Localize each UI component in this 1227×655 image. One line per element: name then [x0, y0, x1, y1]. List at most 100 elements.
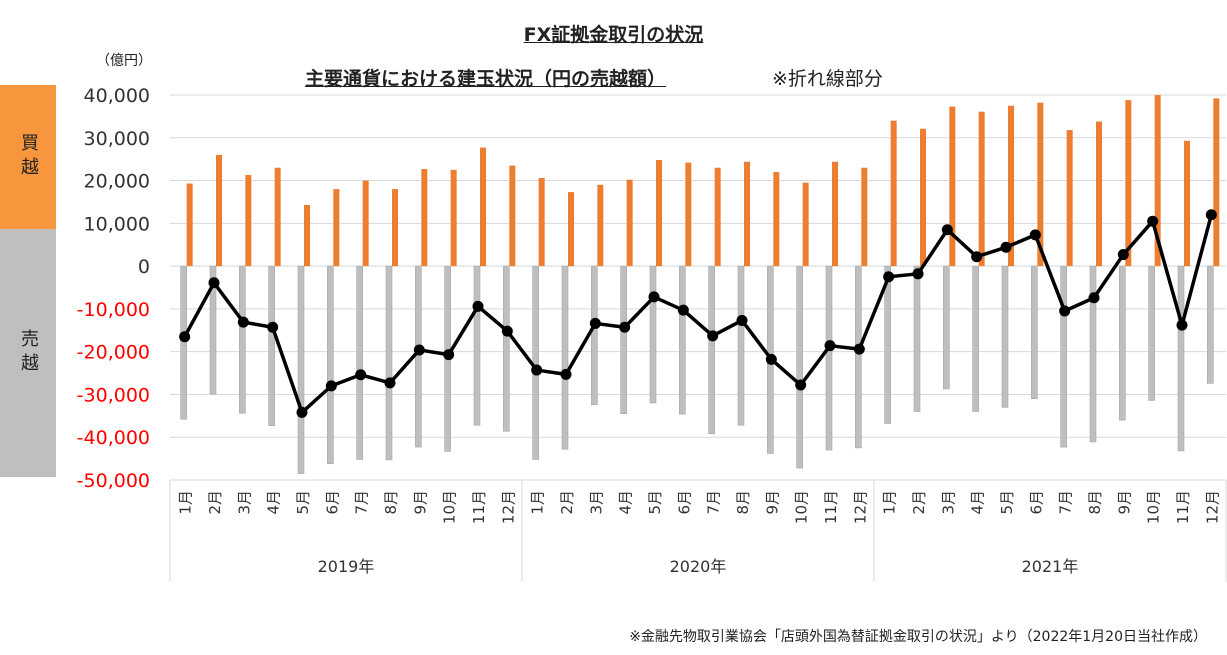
- source-note: ※金融先物取引業協会「店頭外国為替証拠金取引の状況」より（2022年1月20日当…: [629, 629, 1207, 645]
- year-label: 2019年: [318, 557, 375, 576]
- yen-net-short-point: [1000, 241, 1012, 253]
- x-tick-label: 1月: [177, 490, 195, 515]
- x-tick-label: 2月: [910, 490, 928, 515]
- yen-net-short-point: [1088, 292, 1100, 304]
- buy-bar: [568, 192, 574, 267]
- yen-net-short-point: [853, 343, 865, 355]
- year-label: 2020年: [670, 557, 727, 576]
- buy-bar: [480, 147, 486, 267]
- x-tick-label: 6月: [1027, 490, 1045, 515]
- sell-bar: [796, 265, 803, 469]
- buy-bar: [450, 169, 457, 267]
- buy-bar: [597, 184, 604, 267]
- buy-bar: [685, 162, 692, 267]
- sell-bar: [620, 265, 627, 414]
- y-tick-label: -30,000: [77, 384, 150, 406]
- sell-bar: [855, 265, 862, 449]
- yen-net-short-point: [179, 331, 191, 343]
- x-tick-label: 5月: [998, 490, 1016, 515]
- yen-net-short-point: [560, 368, 572, 380]
- sell-bar: [1031, 265, 1038, 400]
- buy-bar: [333, 189, 340, 267]
- x-tick-label: 12月: [1203, 490, 1221, 524]
- yen-net-short-point: [912, 268, 924, 280]
- sell-bar: [532, 265, 539, 460]
- buy-bar: [538, 177, 545, 267]
- sell-bar: [649, 265, 657, 404]
- sell-bar: [503, 265, 510, 432]
- yen-net-short-point: [443, 349, 455, 361]
- buy-bar: [656, 160, 662, 267]
- sell-bar: [1001, 265, 1009, 408]
- buy-bar: [1213, 98, 1220, 267]
- buy-bar: [1008, 105, 1014, 267]
- sell-bar: [356, 265, 363, 460]
- x-tick-label: 11月: [1174, 490, 1192, 524]
- x-tick-label: 11月: [822, 490, 840, 524]
- sell-side-label: 売越: [18, 329, 39, 377]
- chart-title-text: FX証拠金取引の状況: [523, 24, 704, 46]
- buy-bar: [392, 189, 398, 267]
- buy-bar: [362, 180, 369, 267]
- x-tick-label: 8月: [1086, 490, 1104, 515]
- buy-bar: [216, 154, 222, 267]
- sell-bar: [561, 265, 569, 450]
- yen-net-short-point: [619, 321, 631, 333]
- sell-bar: [415, 265, 422, 448]
- x-tick-label: 1月: [529, 490, 547, 515]
- buy-bar: [274, 167, 281, 267]
- yen-net-short-point: [472, 300, 484, 312]
- yen-net-short-point: [501, 325, 513, 337]
- sell-bar: [708, 265, 715, 435]
- sell-bar: [1148, 265, 1155, 401]
- yen-net-short-point: [589, 317, 601, 329]
- x-tick-label: 3月: [587, 490, 605, 515]
- buy-bar: [861, 167, 868, 267]
- sell-bar: [297, 265, 305, 474]
- x-tick-label: 2月: [206, 490, 224, 515]
- buy-bar: [1154, 95, 1161, 267]
- x-tick-label: 4月: [265, 490, 283, 515]
- buy-bar: [1125, 100, 1132, 267]
- yen-net-short-point: [707, 330, 719, 342]
- x-tick-label: 2月: [558, 490, 576, 515]
- sell-bar: [1089, 265, 1097, 443]
- x-tick-label: 9月: [1115, 490, 1133, 515]
- x-tick-label: 7月: [705, 490, 723, 515]
- x-tick-label: 12月: [851, 490, 869, 524]
- buy-side-box: 買越: [0, 85, 56, 229]
- chart-subtitle: 主要通貨における建玉状況（円の売越額）: [305, 68, 667, 90]
- x-tick-label: 10月: [441, 490, 459, 524]
- sell-bar: [679, 265, 686, 415]
- yen-net-short-point: [208, 277, 220, 289]
- yen-net-short-point: [355, 369, 367, 381]
- y-tick-label: -10,000: [77, 299, 150, 321]
- sell-bar: [385, 265, 393, 461]
- x-tick-label: 10月: [1145, 490, 1163, 524]
- yen-net-short-point: [765, 353, 777, 365]
- yen-net-short-point: [413, 344, 425, 356]
- x-tick-label: 7月: [353, 490, 371, 515]
- x-tick-label: 3月: [939, 490, 957, 515]
- yen-net-short-point: [1029, 229, 1041, 241]
- y-tick-label: 40,000: [84, 85, 150, 107]
- buy-bar: [978, 111, 985, 267]
- yen-net-short-point: [237, 316, 249, 328]
- y-tick-label: 0: [138, 256, 150, 278]
- yen-net-short-point: [883, 271, 895, 283]
- buy-bar: [1066, 130, 1073, 267]
- x-tick-label: 9月: [411, 490, 429, 515]
- y-tick-label: -50,000: [77, 470, 150, 492]
- year-label: 2021年: [1022, 557, 1079, 576]
- yen-net-short-point: [1059, 305, 1071, 317]
- yen-net-short-point: [296, 406, 308, 418]
- buy-bar: [186, 183, 193, 267]
- sell-bar: [268, 265, 275, 426]
- yen-net-short-point: [971, 251, 983, 263]
- buy-bar: [920, 128, 926, 267]
- yen-net-short-point: [384, 377, 396, 389]
- sell-bar: [327, 265, 334, 465]
- yen-net-short-point: [325, 380, 337, 392]
- x-tick-label: 4月: [969, 490, 987, 515]
